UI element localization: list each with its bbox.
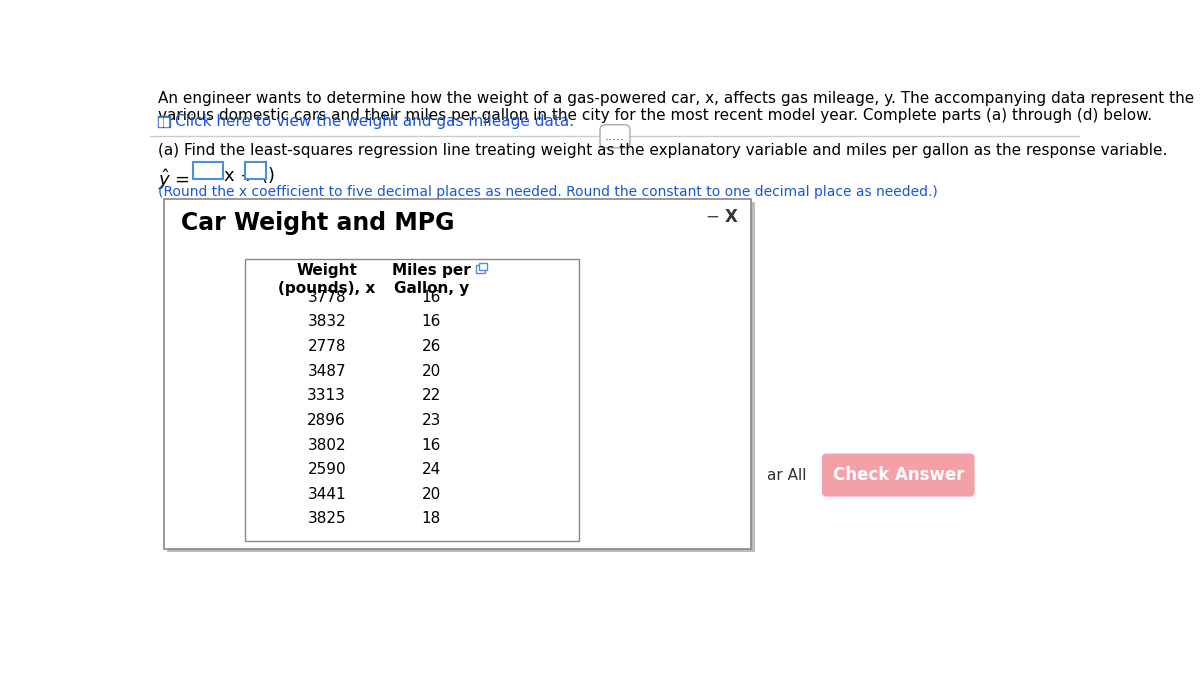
Text: 3832: 3832 <box>307 315 346 329</box>
Text: (a) Find the least-squares regression line treating weight as the explanatory va: (a) Find the least-squares regression li… <box>157 143 1168 158</box>
Text: 3441: 3441 <box>307 487 346 502</box>
Text: Click here to view the weight and gas mileage data.: Click here to view the weight and gas mi… <box>175 114 574 129</box>
Bar <box>158 123 162 126</box>
Text: x + (: x + ( <box>224 167 269 185</box>
Text: 16: 16 <box>421 315 442 329</box>
Text: 16: 16 <box>421 290 442 305</box>
Text: 18: 18 <box>421 511 440 527</box>
Bar <box>164 199 751 549</box>
Text: Car Weight and MPG: Car Weight and MPG <box>181 211 455 235</box>
Text: 16: 16 <box>421 437 442 453</box>
Bar <box>245 258 578 541</box>
Text: An engineer wants to determine how the weight of a gas-powered car, x, affects g: An engineer wants to determine how the w… <box>157 91 1200 123</box>
Text: 22: 22 <box>421 388 440 403</box>
Bar <box>157 116 170 127</box>
Text: 2896: 2896 <box>307 413 346 428</box>
Bar <box>158 118 162 122</box>
Text: 23: 23 <box>421 413 442 428</box>
Text: 3487: 3487 <box>307 364 346 378</box>
Text: ar All: ar All <box>767 468 806 483</box>
Bar <box>476 265 485 272</box>
Bar <box>164 118 168 122</box>
Text: ): ) <box>268 167 275 185</box>
Bar <box>245 161 266 179</box>
Bar <box>193 161 223 179</box>
Text: (Round the x coefficient to five decimal places as needed. Round the constant to: (Round the x coefficient to five decimal… <box>157 185 937 199</box>
Text: Check Answer: Check Answer <box>833 466 964 484</box>
Text: 3825: 3825 <box>307 511 346 527</box>
Text: 24: 24 <box>421 462 440 477</box>
Text: −: − <box>704 208 719 226</box>
Text: .....: ..... <box>605 130 625 143</box>
Text: 20: 20 <box>421 487 440 502</box>
Text: Miles per
Gallon, y: Miles per Gallon, y <box>392 263 470 296</box>
Text: 3313: 3313 <box>307 388 346 403</box>
Text: 2778: 2778 <box>307 339 346 354</box>
Text: 20: 20 <box>421 364 440 378</box>
Text: 3802: 3802 <box>307 437 346 453</box>
Text: Weight
(pounds), x: Weight (pounds), x <box>278 263 376 296</box>
Text: $\hat{y}$ =: $\hat{y}$ = <box>157 167 190 192</box>
Text: 3778: 3778 <box>307 290 346 305</box>
Text: X: X <box>725 208 737 226</box>
Bar <box>167 202 755 552</box>
Text: 2590: 2590 <box>307 462 346 477</box>
Text: 26: 26 <box>421 339 442 354</box>
Bar <box>164 123 168 126</box>
Bar <box>479 263 487 270</box>
FancyBboxPatch shape <box>822 453 974 497</box>
